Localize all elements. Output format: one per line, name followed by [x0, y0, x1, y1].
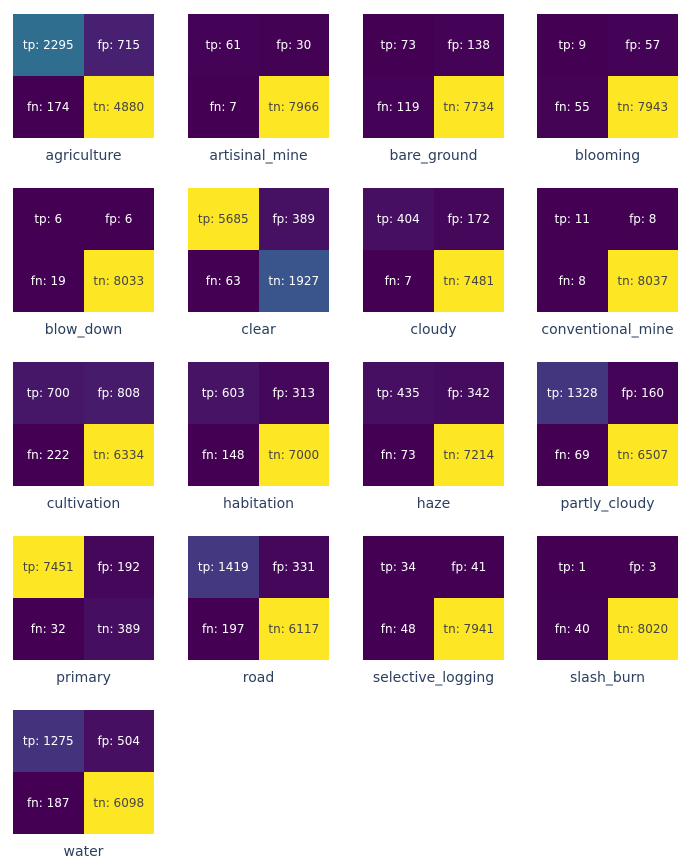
- cell-tn: tn: 8020: [607, 598, 678, 660]
- cell-fn: fn: 32: [13, 598, 84, 660]
- panel-label: haze: [416, 496, 451, 512]
- panel-label: bare_ground: [389, 148, 478, 164]
- cell-fn: fn: 174: [13, 76, 84, 138]
- panel-label: cultivation: [46, 496, 121, 512]
- cell-fp: fp: 808: [83, 362, 154, 424]
- cell-tn: tn: 4880: [83, 76, 154, 138]
- cell-tn: tn: 7481: [433, 250, 504, 312]
- cell-fn: fn: 69: [537, 424, 608, 486]
- panel-label: conventional_mine: [541, 322, 674, 338]
- cell-tn: tn: 7734: [433, 76, 504, 138]
- cell-fp: fp: 342: [433, 362, 504, 424]
- cell-fn: fn: 7: [363, 250, 434, 312]
- cell-tp: tp: 603: [188, 362, 259, 424]
- cell-tp: tp: 5685: [188, 188, 259, 250]
- cell-fp: fp: 6: [83, 188, 154, 250]
- panel-label: selective_logging: [372, 670, 495, 686]
- cell-fp: fp: 57: [607, 14, 678, 76]
- cell-fn: fn: 48: [363, 598, 434, 660]
- cell-fp: fp: 3: [607, 536, 678, 598]
- cell-fn: fn: 55: [537, 76, 608, 138]
- panel-label: agriculture: [45, 148, 122, 164]
- cell-tn: tn: 7966: [258, 76, 329, 138]
- panel-label: slash_burn: [569, 670, 646, 686]
- cell-fn: fn: 197: [188, 598, 259, 660]
- cell-tp: tp: 1328: [537, 362, 608, 424]
- cell-tn: tn: 6117: [258, 598, 329, 660]
- cell-tn: tn: 7214: [433, 424, 504, 486]
- cell-tn: tn: 8037: [607, 250, 678, 312]
- cell-fp: fp: 313: [258, 362, 329, 424]
- cell-fp: fp: 172: [433, 188, 504, 250]
- panel-label: cloudy: [410, 322, 457, 338]
- cell-fn: fn: 7: [188, 76, 259, 138]
- panel-label: blow_down: [44, 322, 123, 338]
- cell-tp: tp: 6: [13, 188, 84, 250]
- cell-fn: fn: 73: [363, 424, 434, 486]
- cell-tn: tn: 7943: [607, 76, 678, 138]
- panel-label: blooming: [574, 148, 641, 164]
- cell-tp: tp: 700: [13, 362, 84, 424]
- cell-fp: fp: 504: [83, 710, 154, 772]
- cell-fn: fn: 40: [537, 598, 608, 660]
- cell-fp: fp: 192: [83, 536, 154, 598]
- panel-label: clear: [241, 322, 276, 338]
- cell-fp: fp: 160: [607, 362, 678, 424]
- cell-fn: fn: 119: [363, 76, 434, 138]
- cell-fn: fn: 187: [13, 772, 84, 834]
- panel-label: partly_cloudy: [560, 496, 655, 512]
- cell-fp: fp: 138: [433, 14, 504, 76]
- cell-tp: tp: 1: [537, 536, 608, 598]
- cell-tp: tp: 1419: [188, 536, 259, 598]
- cell-tn: tn: 7941: [433, 598, 504, 660]
- panel-label: primary: [56, 670, 111, 686]
- cell-fp: fp: 8: [607, 188, 678, 250]
- panel-label: road: [242, 670, 275, 686]
- cell-tp: tp: 1275: [13, 710, 84, 772]
- cell-tp: tp: 435: [363, 362, 434, 424]
- cell-tp: tp: 61: [188, 14, 259, 76]
- cell-fn: fn: 222: [13, 424, 84, 486]
- cell-tn: tn: 6098: [83, 772, 154, 834]
- panel-label: artisinal_mine: [209, 148, 308, 164]
- cell-tn: tn: 6334: [83, 424, 154, 486]
- cell-fn: fn: 63: [188, 250, 259, 312]
- cell-tn: tn: 6507: [607, 424, 678, 486]
- cell-fn: fn: 19: [13, 250, 84, 312]
- cell-fp: fp: 715: [83, 14, 154, 76]
- cell-tp: tp: 7451: [13, 536, 84, 598]
- cell-tp: tp: 404: [363, 188, 434, 250]
- panel-label: habitation: [222, 496, 295, 512]
- panel-label: water: [63, 844, 104, 860]
- cell-tp: tp: 2295: [13, 14, 84, 76]
- cell-fn: fn: 8: [537, 250, 608, 312]
- cell-fp: fp: 389: [258, 188, 329, 250]
- cell-tp: tp: 9: [537, 14, 608, 76]
- cell-tn: tn: 7000: [258, 424, 329, 486]
- cell-fn: fn: 148: [188, 424, 259, 486]
- cell-tp: tp: 11: [537, 188, 608, 250]
- cell-tn: tn: 389: [83, 598, 154, 660]
- cell-tn: tn: 1927: [258, 250, 329, 312]
- cell-tp: tp: 73: [363, 14, 434, 76]
- cell-fp: fp: 30: [258, 14, 329, 76]
- cell-fp: fp: 331: [258, 536, 329, 598]
- cell-tp: tp: 34: [363, 536, 434, 598]
- cell-fp: fp: 41: [433, 536, 504, 598]
- cell-tn: tn: 8033: [83, 250, 154, 312]
